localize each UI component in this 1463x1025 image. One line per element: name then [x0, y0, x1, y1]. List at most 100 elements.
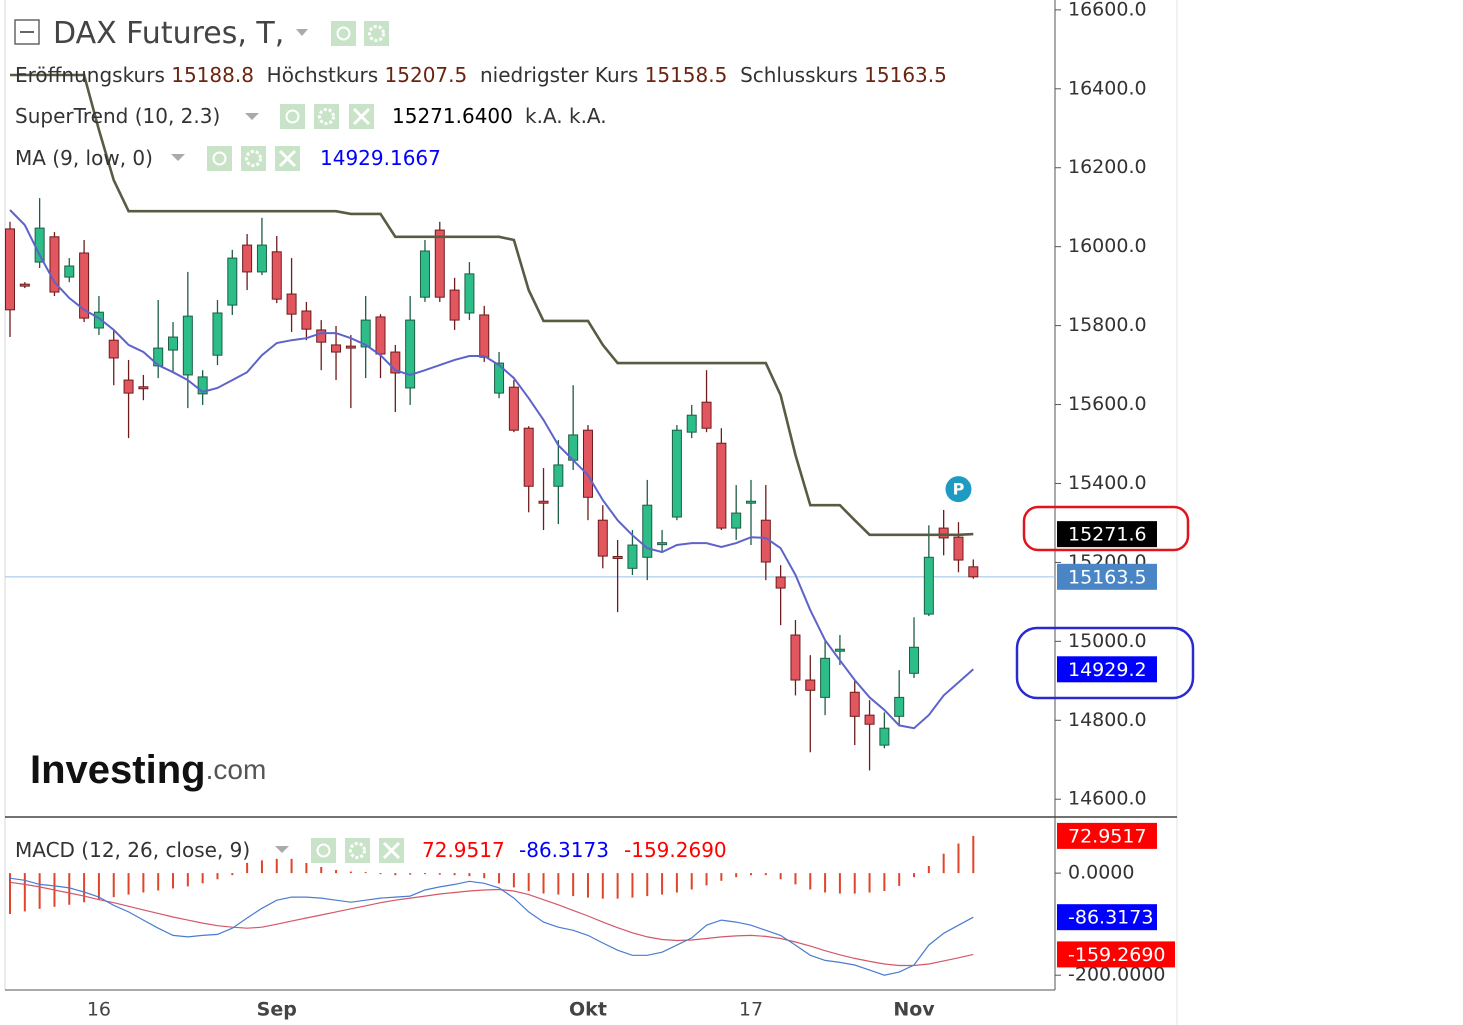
- eye-icon[interactable]: [207, 146, 232, 171]
- x-tick-label: Okt: [569, 999, 607, 1021]
- eye-icon[interactable]: [280, 104, 305, 129]
- histogram-bar: [186, 873, 189, 887]
- dropdown[interactable]: [171, 154, 185, 161]
- histogram-bar: [735, 873, 738, 878]
- dropdown[interactable]: [296, 29, 308, 36]
- last-value-label: -86.3173: [1068, 907, 1153, 929]
- gear-icon[interactable]: [241, 146, 266, 171]
- histogram-bar: [320, 866, 323, 874]
- histogram-bar: [216, 873, 219, 880]
- legend-value: 15271.6400: [392, 104, 513, 128]
- histogram-bar: [616, 873, 619, 899]
- candle-body: [686, 414, 697, 433]
- candle-body: [464, 273, 475, 314]
- histogram-bar: [260, 860, 263, 874]
- legend-value: -159.2690: [624, 838, 727, 862]
- histogram-bar: [349, 871, 352, 874]
- last-value-box: [1057, 521, 1157, 548]
- histogram-bar: [601, 873, 604, 899]
- last-value-label: 72.9517: [1068, 825, 1147, 847]
- gear-icon[interactable]: [314, 104, 339, 129]
- candle-body: [301, 310, 312, 330]
- eye-icon[interactable]: [311, 838, 336, 863]
- histogram-bar: [957, 843, 960, 874]
- candle-body: [864, 714, 875, 725]
- histogram-bar: [898, 873, 901, 886]
- histogram-bar: [68, 873, 71, 905]
- candle-body: [286, 293, 297, 315]
- candle-body: [553, 464, 564, 487]
- ohlc-label: niedrigster Kurs: [479, 63, 639, 87]
- candle-body: [138, 386, 149, 390]
- histogram-bar: [423, 873, 426, 875]
- candle-body: [331, 344, 342, 353]
- remove-glyph: [352, 107, 371, 126]
- histogram-bar: [883, 873, 886, 891]
- histogram-bar: [290, 858, 293, 874]
- ohlc-value: 15207.5: [384, 63, 468, 87]
- highlight-ellipse: [1015, 626, 1195, 700]
- last-value-box: [1057, 904, 1157, 931]
- collapse-icon[interactable]: [14, 19, 40, 45]
- histogram-bar: [572, 873, 575, 897]
- dropdown[interactable]: [245, 113, 259, 120]
- histogram-bar: [9, 873, 11, 914]
- candle-body: [716, 442, 727, 529]
- histogram-bar: [853, 873, 856, 894]
- y-tick-label: 16400.0: [1068, 77, 1147, 99]
- last-value-box: [1057, 656, 1157, 683]
- y-tick-label: -200.0000: [1068, 964, 1166, 986]
- last-value-box: [1057, 941, 1175, 968]
- histogram-bar: [97, 873, 100, 900]
- candle-body: [746, 500, 756, 504]
- candle-body: [108, 339, 119, 359]
- candle-body: [375, 316, 386, 355]
- last-value-box: [1057, 822, 1157, 849]
- x-tick-label: Nov: [893, 999, 935, 1021]
- last-value-label: -159.2690: [1068, 944, 1166, 966]
- legend-value: -86.3173: [519, 838, 609, 862]
- legend-name: SuperTrend (10, 2.3): [15, 104, 221, 128]
- candle-body: [390, 351, 401, 374]
- histogram-bar: [483, 873, 486, 879]
- histogram-bar: [764, 873, 767, 876]
- gear-icon[interactable]: [364, 21, 389, 46]
- marker-label: P: [953, 480, 965, 499]
- histogram-bar: [527, 873, 530, 891]
- histogram-bar: [157, 873, 160, 891]
- candle-body: [508, 386, 519, 431]
- histogram-bar: [512, 873, 515, 888]
- eye-icon[interactable]: [331, 21, 356, 46]
- histogram-bar: [542, 873, 545, 894]
- histogram-bar: [498, 873, 501, 884]
- gear-icon[interactable]: [345, 838, 370, 863]
- y-tick-label: 16200.0: [1068, 156, 1147, 178]
- overlays: 15271.6 14929.2 15163.5 P 72.9517 -86.3173 -15…: [945, 476, 1175, 968]
- histogram-bar: [379, 873, 382, 875]
- histogram-bar: [913, 873, 916, 878]
- histogram-bar: [838, 873, 841, 894]
- legend-value: 72.9517: [422, 838, 505, 862]
- eye-glyph: [336, 26, 351, 41]
- candle-body: [582, 429, 593, 498]
- candle-body: [360, 319, 371, 348]
- candle-body: [834, 648, 845, 652]
- legend-name: MA (9, low, 0): [15, 146, 153, 170]
- histogram-bar: [868, 873, 871, 893]
- dropdown[interactable]: [275, 846, 289, 853]
- histogram-bar: [468, 873, 471, 877]
- marker: [945, 476, 972, 503]
- histogram-bar: [246, 862, 249, 874]
- candle-body: [449, 289, 460, 321]
- histogram-bar: [201, 873, 204, 884]
- y-tick-label: 15000.0: [1068, 630, 1147, 652]
- last-value-label: 14929.2: [1068, 659, 1147, 681]
- histogram-bar: [364, 872, 367, 874]
- candle-body: [820, 657, 831, 698]
- macd-title: MACD (12, 26, close, 9): [15, 838, 251, 862]
- candle-body: [523, 427, 534, 487]
- candle-body: [849, 691, 860, 717]
- histogram-bar: [172, 873, 175, 889]
- indicator-line: [9, 209, 974, 730]
